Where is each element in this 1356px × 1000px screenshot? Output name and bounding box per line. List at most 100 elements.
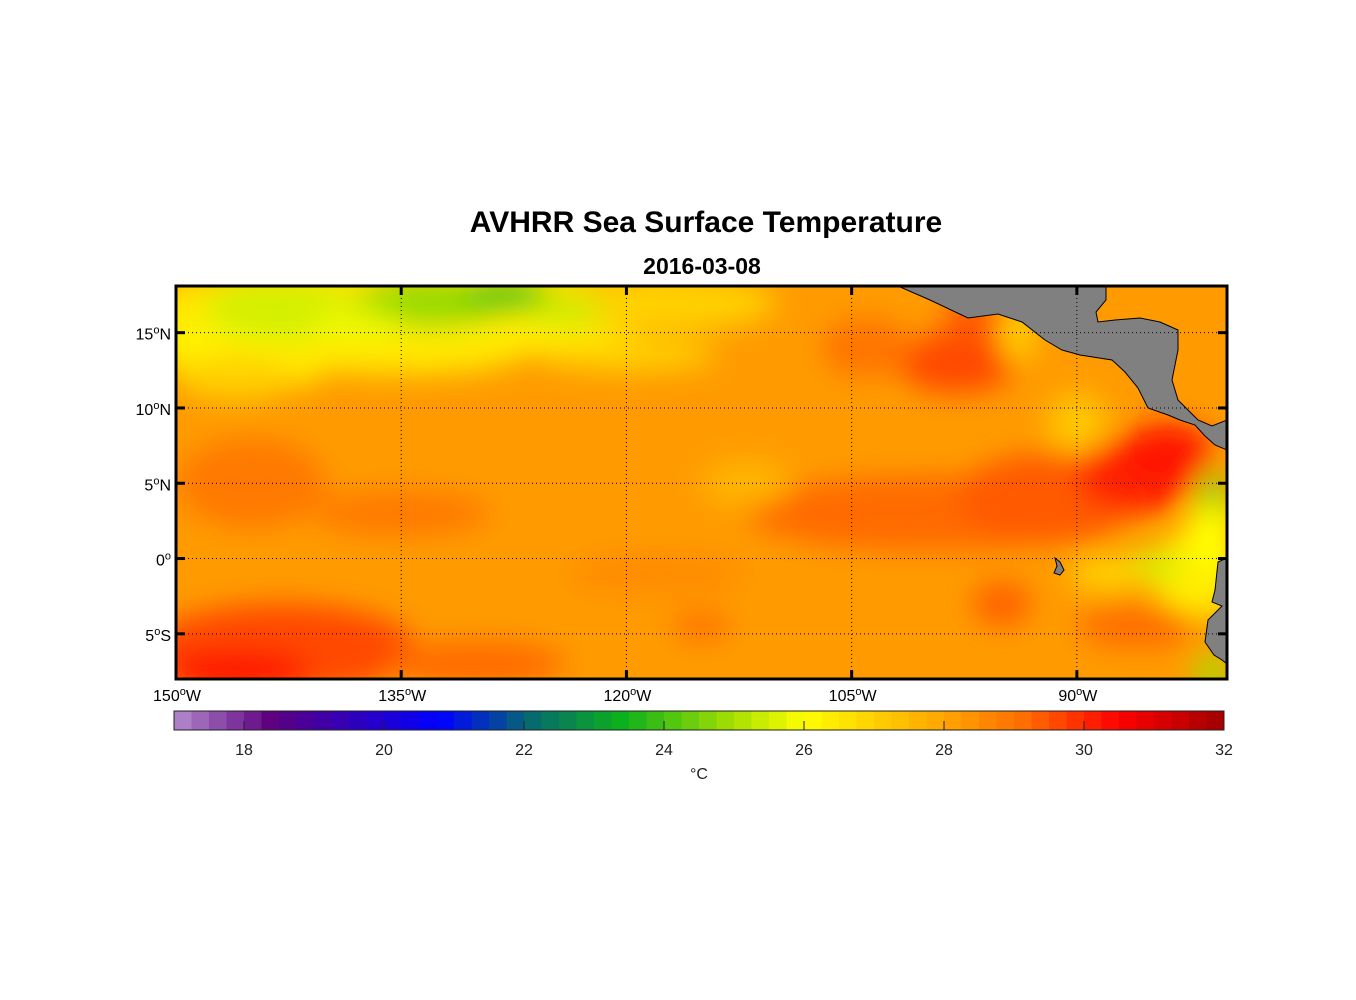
colorbar-swatch	[384, 711, 402, 730]
colorbar-swatch	[769, 711, 787, 730]
sst-region	[176, 438, 327, 529]
lat-tick-label: 10oN	[136, 400, 171, 419]
colorbar: 18 20 22 24 26 28 30 32 °C	[173, 710, 1233, 783]
sst-region	[536, 340, 717, 371]
land-central-america	[897, 286, 1227, 451]
colorbar-swatch	[1136, 711, 1155, 730]
colorbar-swatch	[559, 711, 577, 730]
lat-tick-label: 5oN	[144, 475, 171, 494]
colorbar-tick-label: 22	[515, 742, 533, 759]
colorbar-swatch	[524, 711, 542, 730]
sst-region	[176, 355, 297, 401]
colorbar-swatch	[804, 711, 822, 730]
sst-region	[1121, 423, 1212, 484]
sst-region	[311, 490, 492, 536]
colorbar-swatch	[681, 711, 700, 730]
colorbar-swatch	[576, 711, 595, 730]
colorbar-swatch	[541, 711, 560, 730]
colorbar-swatch	[174, 711, 192, 730]
colorbar-tick-label: 24	[655, 742, 673, 759]
colorbar-swatch	[944, 711, 962, 730]
colorbar-tick-label: 18	[235, 742, 253, 759]
lon-tick-label: 135oW	[378, 686, 427, 705]
sst-region	[536, 286, 777, 333]
lon-tick-label: 90oW	[1058, 686, 1098, 705]
colorbar-swatch	[1014, 711, 1032, 730]
colorbar-swatch	[296, 711, 315, 730]
sst-region	[528, 295, 604, 326]
map-gridlines	[176, 286, 1227, 679]
sst-region	[1199, 468, 1224, 514]
sst-region	[1069, 558, 1145, 589]
colorbar-swatch	[436, 711, 455, 730]
land-galapagos	[1053, 556, 1065, 576]
lon-tick-label: 150oW	[153, 686, 202, 705]
colorbar-swatch	[979, 711, 997, 730]
sst-region	[176, 648, 312, 679]
colorbar-swatch	[629, 711, 647, 730]
colorbar-swatch	[261, 711, 280, 730]
colorbar-swatch	[1049, 711, 1067, 730]
colorbar-swatch	[839, 711, 857, 730]
colorbar-swatch	[891, 711, 910, 730]
sst-region	[311, 310, 402, 341]
colorbar-swatch	[1171, 711, 1190, 730]
sst-region	[386, 641, 567, 679]
lat-tick-label: 15oN	[136, 325, 171, 344]
colorbar-swatch	[716, 711, 735, 730]
sst-region	[1046, 393, 1107, 454]
colorbar-swatch	[856, 711, 875, 730]
lon-tick-label: 120oW	[603, 686, 652, 705]
colorbar-swatch	[611, 711, 630, 730]
sst-region	[281, 335, 522, 375]
colorbar-frame	[173, 710, 1225, 731]
colorbar-swatch	[699, 711, 717, 730]
colorbar-units-label: °C	[690, 766, 708, 783]
colorbar-tick-label: 28	[935, 742, 953, 759]
sst-region	[1193, 653, 1227, 679]
colorbar-swatch	[821, 711, 840, 730]
colorbar-swatch	[366, 711, 385, 730]
colorbar-swatch	[594, 711, 612, 730]
lat-tick-label: 5oS	[145, 626, 171, 645]
colorbar-swatch	[874, 711, 892, 730]
colorbar-swatch	[1206, 711, 1225, 730]
colorbar-swatch	[419, 711, 437, 730]
colorbar-swatch	[996, 711, 1015, 730]
colorbar-swatch	[751, 711, 770, 730]
sst-region	[821, 317, 912, 378]
sst-region	[671, 611, 732, 642]
colorbar-tick-label: 30	[1075, 742, 1093, 759]
sst-region	[701, 460, 792, 506]
colorbar-swatch	[489, 711, 507, 730]
colorbar-swatch	[226, 711, 245, 730]
colorbar-swatch	[506, 711, 525, 730]
colorbar-swatch	[349, 711, 367, 730]
colorbar-swatch	[314, 711, 332, 730]
colorbar-swatch	[1154, 711, 1172, 730]
colorbar-swatch	[1119, 711, 1137, 730]
colorbar-swatch	[734, 711, 752, 730]
land-masses	[897, 286, 1227, 665]
sst-region	[566, 551, 747, 597]
chart-subtitle: 2016-03-08	[643, 253, 761, 279]
land-south-america	[1204, 557, 1227, 665]
colorbar-swatch	[331, 711, 350, 730]
colorbar-swatch	[909, 711, 927, 730]
colorbar-swatch	[1031, 711, 1050, 730]
colorbar-swatch	[279, 711, 297, 730]
colorbar-swatch	[454, 711, 472, 730]
colorbar-swatch	[1084, 711, 1102, 730]
sst-region	[1076, 603, 1197, 649]
colorbar-tick-label: 20	[375, 742, 393, 759]
lat-tick-label: 0o	[156, 551, 171, 570]
colorbar-swatch	[1066, 711, 1085, 730]
colorbar-tick-label: 26	[795, 742, 813, 759]
colorbar-swatch	[1189, 711, 1207, 730]
sst-region	[971, 581, 1032, 627]
colorbar-swatch	[209, 711, 227, 730]
colorbar-swatch	[926, 711, 945, 730]
colorbar-swatch	[244, 711, 262, 730]
colorbar-swatch	[961, 711, 980, 730]
